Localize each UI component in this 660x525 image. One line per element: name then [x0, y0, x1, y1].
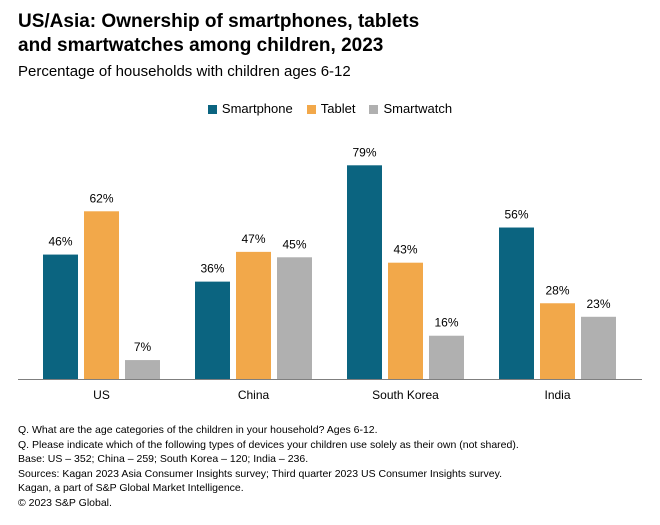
bar-india-smartwatch	[581, 316, 616, 379]
data-label-us-tablet: 62%	[89, 191, 113, 205]
bar-us-smartphone	[43, 254, 78, 379]
note-publisher: Kagan, a part of S&P Global Market Intel…	[18, 482, 244, 495]
x-tick-label-china: China	[238, 388, 270, 402]
bar-south-korea-tablet	[388, 262, 423, 379]
bar-south-korea-smartwatch	[429, 335, 464, 379]
data-label-china-tablet: 47%	[241, 232, 265, 246]
data-label-south-korea-smartphone: 79%	[352, 145, 376, 159]
x-tick-label-india: India	[544, 388, 570, 402]
bar-india-smartphone	[499, 227, 534, 379]
legend-label-smartphone: Smartphone	[221, 101, 293, 116]
chart-legend: Smartphone Tablet Smartwatch	[0, 100, 660, 118]
data-label-south-korea-smartwatch: 16%	[434, 316, 458, 330]
data-label-us-smartwatch: 7%	[134, 340, 152, 354]
data-label-us-smartphone: 46%	[48, 235, 72, 249]
chart-title-line-2: and smartwatches among children, 2023	[18, 35, 384, 56]
legend-item-smartwatch: Smartwatch	[369, 100, 452, 118]
note-question-1: Q. What are the age categories of the ch…	[18, 424, 378, 436]
legend-label-tablet: Tablet	[320, 101, 356, 116]
data-label-china-smartphone: 36%	[200, 262, 224, 276]
bar-china-smartwatch	[277, 257, 312, 379]
x-tick-label-us: US	[93, 388, 110, 402]
bar-china-smartphone	[195, 281, 230, 379]
legend-swatch-smartwatch	[369, 104, 379, 114]
note-copyright: © 2023 S&P Global.	[18, 496, 112, 509]
legend-item-tablet: Tablet	[306, 100, 356, 118]
note-base: Base: US – 352; China – 259; South Korea…	[18, 453, 309, 466]
bar-us-tablet	[84, 211, 119, 379]
data-label-india-smartwatch: 23%	[586, 297, 610, 311]
legend-swatch-smartphone	[207, 104, 217, 114]
chart-subtitle: Percentage of households with children a…	[18, 63, 351, 80]
note-question-2: Q. Please indicate which of the followin…	[18, 438, 519, 451]
bar-india-tablet	[540, 303, 575, 379]
chart-notes: Q. What are the age categories of the ch…	[18, 423, 648, 511]
data-label-india-smartphone: 56%	[504, 208, 528, 222]
chart-title: US/Asia: Ownership of smartphones, table…	[18, 10, 618, 58]
legend-item-smartphone: Smartphone	[207, 100, 293, 118]
data-label-south-korea-tablet: 43%	[393, 243, 417, 257]
bar-south-korea-smartphone	[347, 165, 382, 379]
chart-title-line-1: US/Asia: Ownership of smartphones, table…	[18, 11, 420, 32]
bar-china-tablet	[236, 251, 271, 379]
data-label-india-tablet: 28%	[545, 283, 569, 297]
legend-swatch-tablet	[306, 104, 316, 114]
data-label-china-smartwatch: 45%	[282, 237, 306, 251]
bar-us-smartwatch	[125, 360, 160, 379]
bar-chart: 46% 62% 7% US 36% 47% 45% China 79% 43% 16% South K…	[18, 145, 642, 402]
note-sources: Sources: Kagan 2023 Asia Consumer Insigh…	[18, 467, 503, 480]
x-tick-label-south-korea: South Korea	[372, 388, 439, 402]
legend-label-smartwatch: Smartwatch	[383, 101, 453, 116]
